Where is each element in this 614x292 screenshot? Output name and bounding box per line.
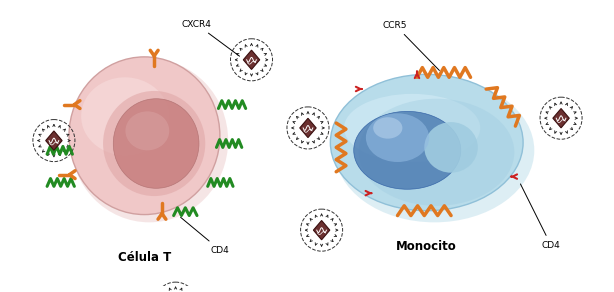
- Ellipse shape: [373, 117, 402, 139]
- Ellipse shape: [71, 59, 228, 222]
- Text: Célula T: Célula T: [118, 251, 171, 264]
- Ellipse shape: [366, 113, 429, 162]
- Ellipse shape: [359, 99, 515, 206]
- Polygon shape: [300, 118, 316, 138]
- Text: Monocito: Monocito: [397, 240, 457, 253]
- Ellipse shape: [354, 111, 460, 189]
- Text: CD4: CD4: [521, 184, 561, 250]
- Ellipse shape: [335, 78, 534, 222]
- Text: CXCR4: CXCR4: [181, 20, 239, 56]
- Ellipse shape: [69, 57, 220, 215]
- Ellipse shape: [103, 91, 205, 196]
- Polygon shape: [243, 50, 260, 69]
- Polygon shape: [45, 131, 62, 150]
- Ellipse shape: [424, 122, 478, 173]
- Text: CCR5: CCR5: [383, 21, 440, 70]
- Ellipse shape: [81, 77, 169, 155]
- Ellipse shape: [125, 111, 169, 150]
- Polygon shape: [313, 220, 330, 240]
- Ellipse shape: [114, 99, 199, 188]
- Polygon shape: [553, 109, 569, 128]
- Text: CD4: CD4: [181, 217, 230, 255]
- Ellipse shape: [344, 94, 480, 162]
- Ellipse shape: [330, 74, 523, 211]
